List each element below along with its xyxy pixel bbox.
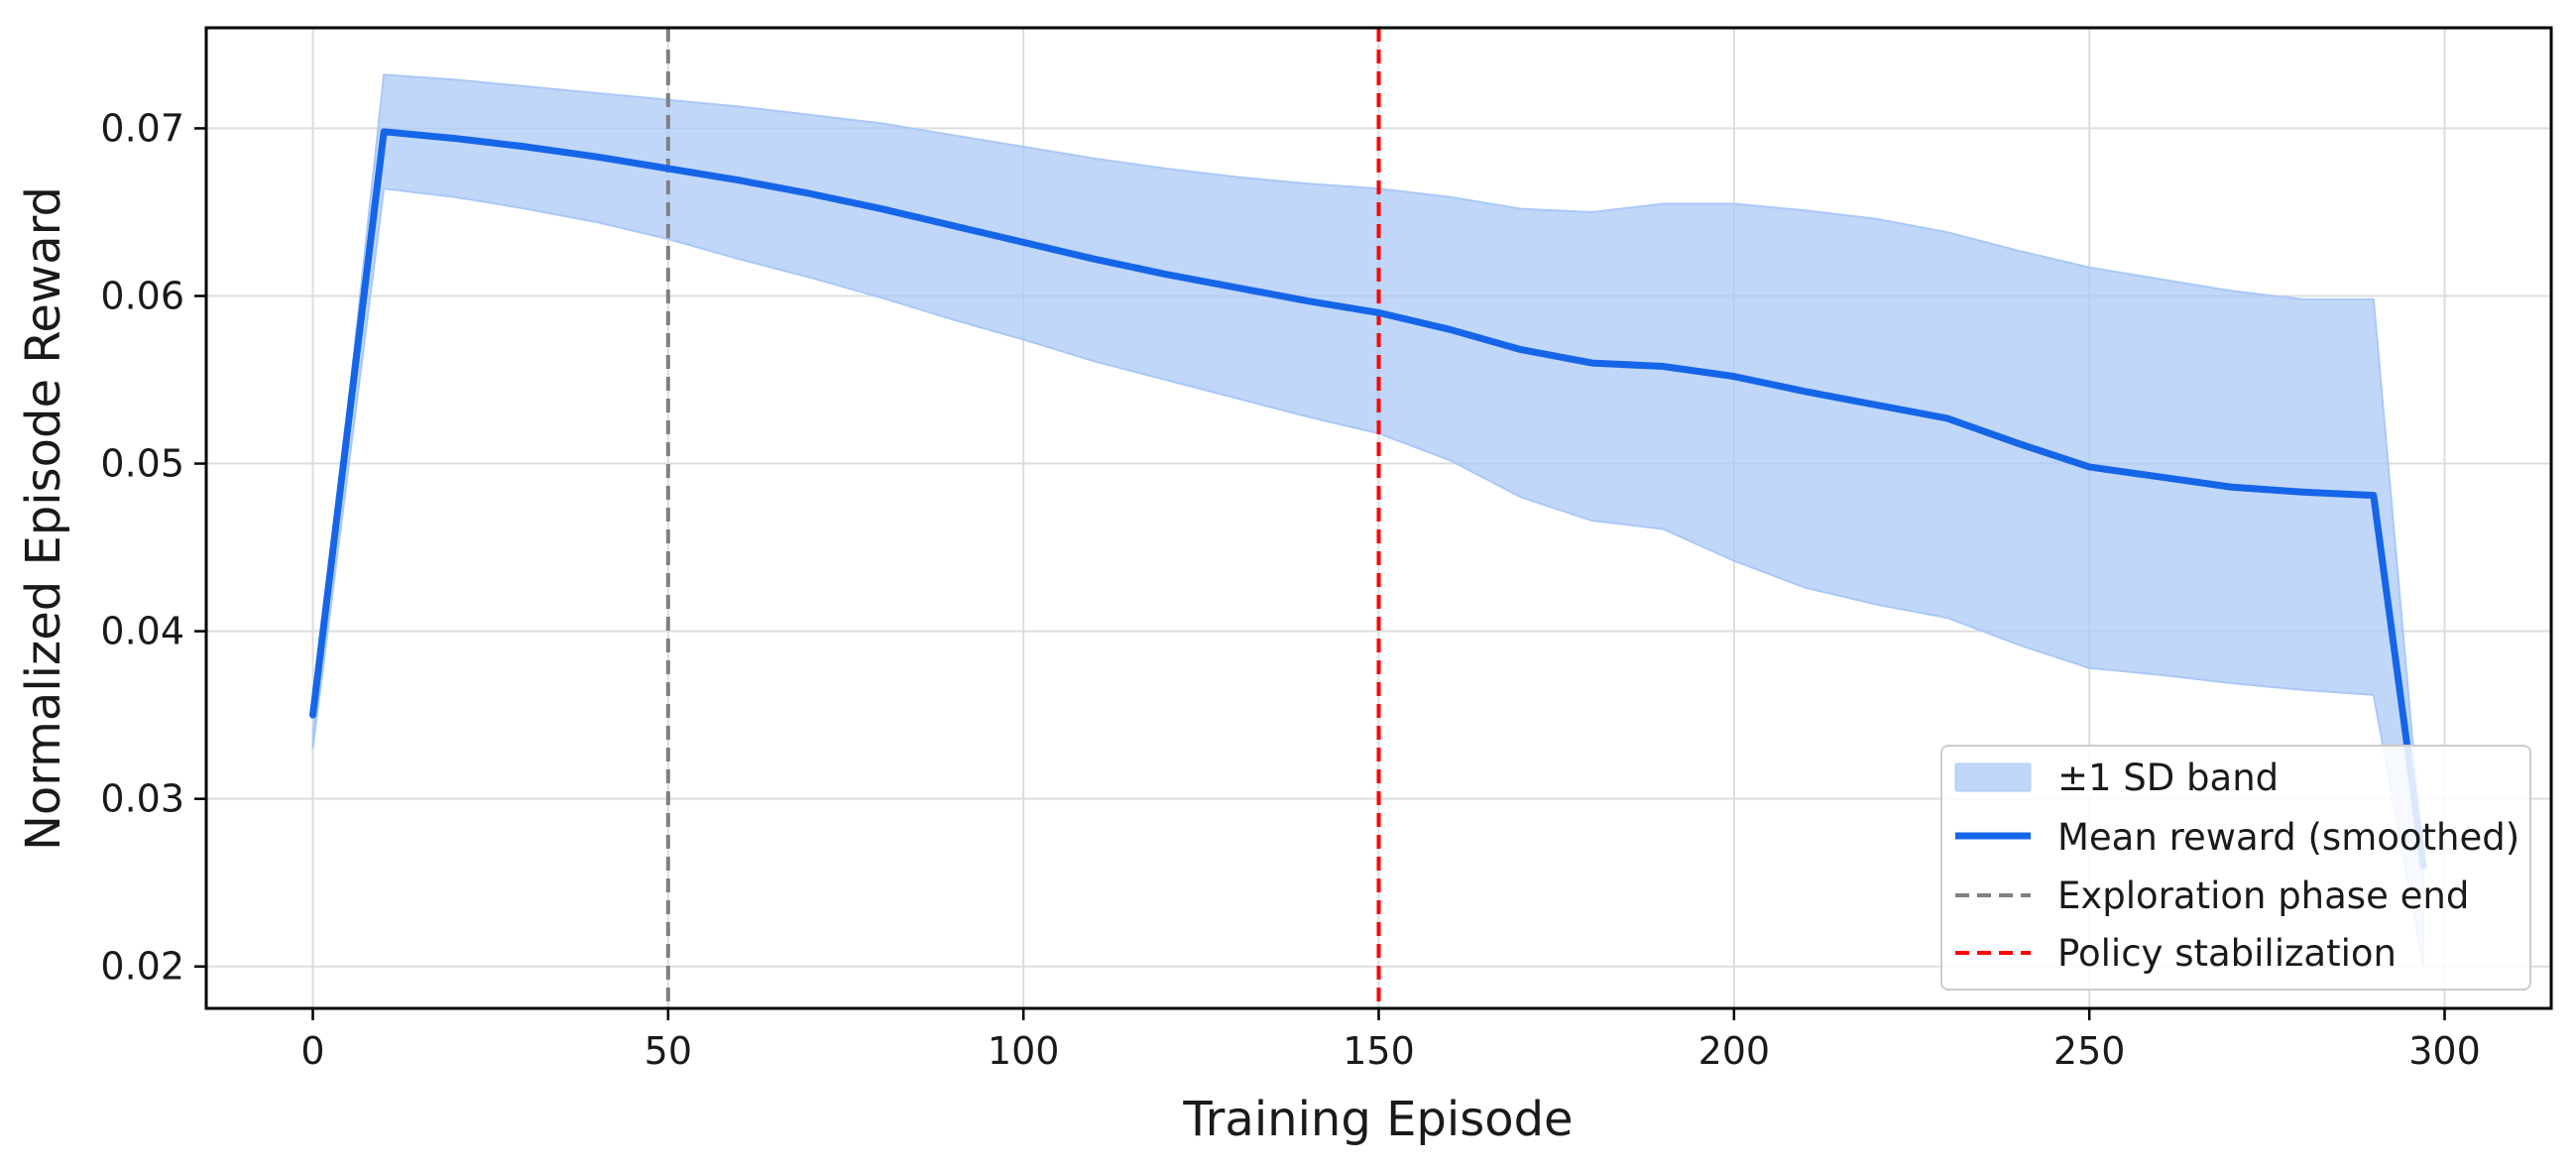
legend-label-mean: Mean reward (smoothed): [2057, 816, 2519, 859]
legend-band-swatch: [1954, 762, 2032, 792]
y-tick-label: 0.03: [100, 777, 184, 821]
mean-line-layer: [309, 128, 2427, 870]
x-axis-title: Training Episode: [1182, 1092, 1573, 1147]
y-tick-label: 0.04: [100, 610, 184, 653]
legend-label-stabilization: Policy stabilization: [2057, 932, 2397, 975]
x-tick-label: 250: [2053, 1029, 2126, 1073]
x-tick-label: 0: [300, 1029, 324, 1073]
mean-reward-line: [309, 128, 2427, 870]
y-axis-title: Normalized Episode Reward: [16, 186, 71, 851]
legend-label-exploration: Exploration phase end: [2057, 875, 2469, 917]
reference-lines: [665, 28, 1381, 1008]
legend: ±1 SD band Mean reward (smoothed) Explor…: [1940, 745, 2531, 991]
y-tick-label: 0.02: [100, 945, 184, 989]
x-tick-label: 300: [2408, 1029, 2481, 1073]
legend-label-band: ±1 SD band: [2057, 757, 2279, 799]
y-tick-label: 0.07: [100, 106, 184, 150]
x-tick-label: 50: [644, 1029, 692, 1073]
x-tick-label: 150: [1343, 1029, 1415, 1073]
x-tick-label: 100: [988, 1029, 1060, 1073]
y-tick-label: 0.05: [100, 442, 184, 486]
ticks: 0 50 100 150 200 250 300 0.02 0.03 0.04 0.05 0.06 0.…: [100, 106, 2480, 1073]
y-tick-label: 0.06: [100, 274, 184, 317]
legend-frame: [1940, 745, 2531, 991]
x-tick-label: 200: [1698, 1029, 1771, 1073]
